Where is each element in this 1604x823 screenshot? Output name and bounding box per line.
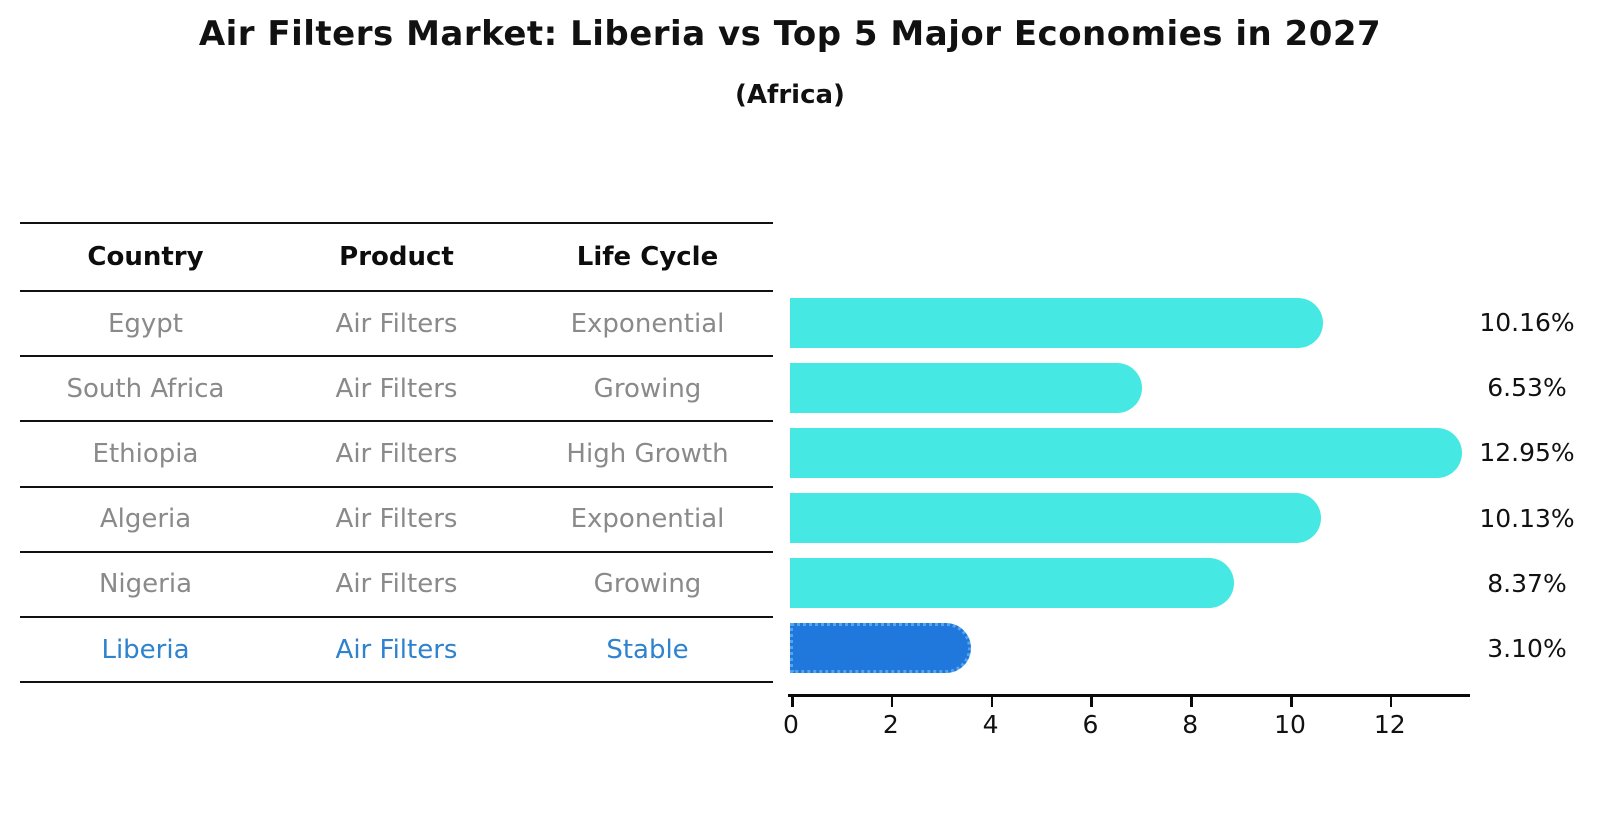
x-axis-tick-label: 10 xyxy=(1274,710,1306,739)
chart-title: Air Filters Market: Liberia vs Top 5 Maj… xyxy=(198,14,1382,54)
x-axis-tick xyxy=(791,697,794,707)
cell-life-cycle: Stable xyxy=(522,616,773,684)
bar xyxy=(790,427,1463,478)
bar-value-label: 3.10% xyxy=(1487,633,1567,663)
x-axis-tick-label: 6 xyxy=(1082,710,1099,739)
x-axis-line xyxy=(788,694,1470,697)
bar-value-label: 12.95% xyxy=(1479,438,1575,468)
cell-life-cycle: Exponential xyxy=(522,486,773,553)
table-row: Algeria Air Filters Exponential xyxy=(20,486,773,553)
country-table: Country Product Life Cycle Egypt Air Fil… xyxy=(20,222,773,684)
cell-product: Air Filters xyxy=(271,291,522,358)
column-header-product: Product xyxy=(271,222,522,292)
cell-product: Air Filters xyxy=(271,486,522,553)
x-axis-tick-label: 8 xyxy=(1182,710,1199,739)
x-axis-tick xyxy=(890,697,894,707)
bar xyxy=(790,493,1322,544)
table-row: South Africa Air Filters Growing xyxy=(20,356,773,423)
cell-country: Egypt xyxy=(20,291,271,358)
x-axis-tick xyxy=(1090,697,1093,707)
cell-product: Air Filters xyxy=(271,356,522,423)
x-axis-tick xyxy=(1290,697,1293,707)
cell-country: South Africa xyxy=(20,356,271,423)
cell-life-cycle: Exponential xyxy=(522,291,773,358)
bar xyxy=(790,558,1234,609)
x-axis-tick-label: 0 xyxy=(783,710,799,739)
x-axis-tick xyxy=(1389,697,1393,707)
cell-life-cycle: High Growth xyxy=(522,421,773,488)
bar-highlighted-liberia xyxy=(790,623,971,674)
table-row: Ethiopia Air Filters High Growth xyxy=(20,421,773,488)
cell-product: Air Filters xyxy=(271,551,522,618)
cell-product: Air Filters xyxy=(271,421,522,488)
x-axis-tick-label: 4 xyxy=(982,710,999,739)
table-row: Egypt Air Filters Exponential xyxy=(20,291,773,358)
table-row-highlighted-liberia: Liberia Air Filters Stable xyxy=(20,616,773,684)
table-header-row: Country Product Life Cycle xyxy=(20,222,773,292)
column-header-country: Country xyxy=(20,222,271,292)
bar-value-label: 10.13% xyxy=(1479,503,1575,533)
bar xyxy=(790,362,1142,413)
column-header-life-cycle: Life Cycle xyxy=(522,222,773,292)
x-axis-tick xyxy=(1190,697,1193,707)
bar-value-label: 10.16% xyxy=(1479,308,1575,337)
cell-country: Ethiopia xyxy=(20,421,271,488)
chart-subtitle: (Africa) xyxy=(735,80,845,110)
cell-life-cycle: Growing xyxy=(522,551,773,618)
cell-country: Liberia xyxy=(20,616,271,684)
x-axis-tick-label: 12 xyxy=(1373,710,1406,739)
cell-country: Algeria xyxy=(20,486,271,553)
x-axis-tick-label: 2 xyxy=(882,710,899,739)
x-axis-tick xyxy=(990,697,994,707)
bar xyxy=(790,297,1323,348)
cell-country: Nigeria xyxy=(20,551,271,618)
cell-life-cycle: Growing xyxy=(522,356,773,423)
bar-value-label: 6.53% xyxy=(1487,373,1567,403)
bar-value-label: 8.37% xyxy=(1487,568,1567,598)
cell-product: Air Filters xyxy=(271,616,522,684)
table-row: Nigeria Air Filters Growing xyxy=(20,551,773,618)
